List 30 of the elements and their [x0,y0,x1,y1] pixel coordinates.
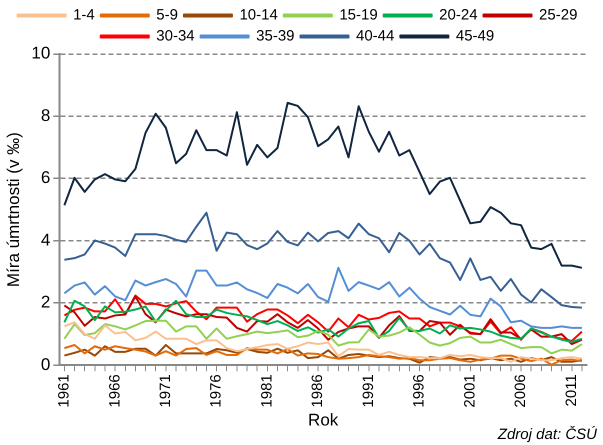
x-tick-label: 2011 [562,374,580,406]
x-tick-label: 1991 [360,374,377,408]
x-tick-label: 1996 [410,374,428,408]
x-tick-label: 1981 [258,374,276,408]
y-tick-label: 6 [40,168,50,188]
y-tick-label: 10 [31,44,50,63]
y-tick-label: 4 [40,230,50,250]
legend-label: 1-4 [73,6,95,24]
y-tick-label: 8 [40,106,50,125]
text: Zdroj dat: ČSÚ [498,426,597,443]
x-tick-label: 1986 [309,374,326,408]
x-axis-title: Rok [308,410,339,430]
legend-label: 15-19 [339,6,378,24]
legend-label: 30-34 [156,28,195,45]
legend-label: 10-14 [239,6,278,24]
x-tick-label: 1966 [106,374,124,408]
legend-label: 40-44 [356,28,394,45]
x-tick-label: 2006 [512,374,530,408]
x-tick-label: 1976 [208,374,225,408]
x-tick-label: 1961 [56,374,73,408]
legend-label: 20-24 [439,6,478,24]
legend-label: 25-29 [539,6,578,24]
x-tick-label: 2001 [461,374,478,408]
y-axis-title: Míra úmrtnosti (v ‰) [4,132,23,288]
x-tick-label: 1971 [157,374,174,408]
legend-label: 35-39 [256,28,295,45]
legend-label: 45-49 [456,28,494,45]
y-tick-label: 0 [40,354,50,374]
y-tick-label: 2 [40,292,50,312]
legend-label: 5-9 [156,6,178,24]
